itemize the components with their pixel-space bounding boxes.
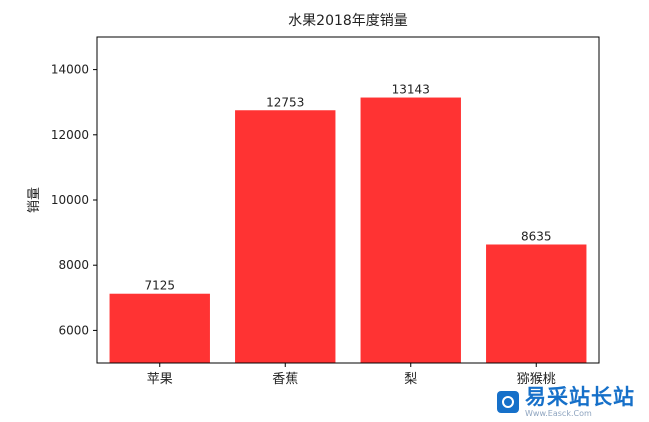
- x-axis-ticks: 苹果 香蕉 梨 猕猴桃: [147, 363, 556, 387]
- y-axis-ticks: 6000 8000 10000 12000 14000: [51, 63, 97, 337]
- bar-value-label: 8635: [521, 229, 552, 243]
- y-tick-label: 6000: [58, 323, 89, 337]
- bar-3: [360, 97, 461, 363]
- y-tick-label: 10000: [51, 193, 89, 207]
- y-tick-label: 12000: [51, 128, 89, 142]
- chart-title: 水果2018年度销量: [288, 13, 408, 29]
- x-tick-label: 梨: [404, 372, 417, 387]
- y-tick-label: 8000: [58, 258, 89, 272]
- bar-1: [109, 293, 210, 363]
- bar-value-label: 13143: [392, 83, 430, 97]
- bar-value-label: 12753: [266, 95, 304, 109]
- watermark-title: 易采站长站: [525, 384, 635, 409]
- x-tick-label: 香蕉: [272, 372, 298, 387]
- x-tick-label: 苹果: [147, 372, 173, 387]
- bar-4: [486, 244, 587, 363]
- x-tick-label: 猕猴桃: [517, 372, 556, 387]
- y-tick-label: 14000: [51, 63, 89, 77]
- site-watermark: 易采站长站 Www.Easck.Com: [493, 384, 641, 420]
- bar-2: [235, 110, 336, 363]
- bar-value-label: 7125: [144, 279, 175, 293]
- y-axis-label: 销量: [27, 187, 42, 213]
- watermark-url: Www.Easck.Com: [525, 408, 592, 418]
- bars-group: [109, 97, 587, 363]
- site-logo-icon: [497, 391, 519, 413]
- bar-value-labels: 7125 12753 13143 8635: [144, 83, 551, 293]
